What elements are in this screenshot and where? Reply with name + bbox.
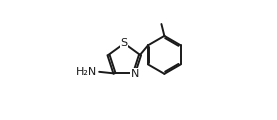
Text: H₂N: H₂N [76, 67, 97, 77]
Text: S: S [121, 38, 128, 48]
Text: N: N [130, 69, 139, 79]
